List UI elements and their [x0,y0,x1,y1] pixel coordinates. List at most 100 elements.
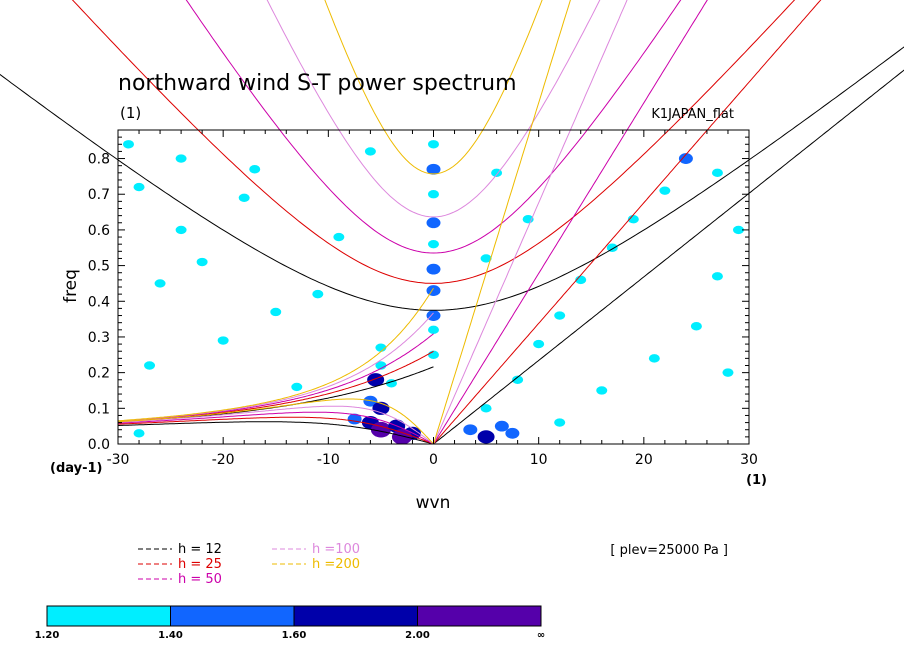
case-label: K1JAPAN_flat [651,107,734,122]
legend-label: h = 50 [178,572,222,587]
legend-label: h =100 [312,542,360,557]
axis-ticks [117,129,750,445]
contour-blob [375,361,387,370]
dispersion-curve [118,405,434,444]
contour-blob [426,310,441,321]
colorbar-label: 1.20 [35,630,60,641]
y-tick-label: 0.2 [88,366,110,382]
contour-blob [426,263,441,275]
contour-blob [596,386,608,395]
x-tick-label: -20 [212,452,235,468]
legend-label: h = 25 [178,557,222,572]
x-unit-label: (1) [746,473,767,488]
y-tick-label: 0.3 [88,330,110,346]
contour-blob [426,163,441,175]
contour-blob [480,254,492,263]
contour-blob [291,382,303,392]
x-tick-label: 0 [429,452,438,468]
colorbar-label: 1.60 [282,630,307,641]
colorbar-label: 1.40 [158,630,183,641]
colorbar: 1.20 1.40 1.60 2.00 ∞ [35,605,545,641]
contour-blob [333,232,345,242]
y-tick-label: 0.4 [88,294,110,310]
dispersion-curve [338,130,529,218]
y-axis-label: freq [61,269,81,303]
contour-blob [123,140,135,149]
contour-blob [533,339,545,349]
contour-blob [494,420,509,432]
contour-blob [711,272,723,281]
contour-blob [133,429,145,438]
contour-blob [463,424,478,436]
colorbar-cell [170,605,295,627]
y-tick-label: 0.7 [88,187,110,203]
chart-title: northward wind S-T power spectrum [118,71,517,96]
dispersion-curve [118,411,434,444]
y-tick-label: 0.6 [88,223,110,239]
contour-blob [659,186,671,195]
dispersion-curve [197,130,670,284]
contour-blob [270,307,282,317]
contour-blob [428,325,439,335]
dispersion-curves [118,130,749,444]
colorbar-label: ∞ [537,630,545,641]
y-tick-label: 0.0 [88,437,110,453]
legend-label: h =200 [312,557,360,572]
contour-blob [217,336,229,345]
contour-blob [627,215,639,224]
contour-blob [512,375,524,384]
x-axis-label: wvn [416,493,451,513]
power-contours [123,140,744,444]
contour-blob [370,421,391,438]
contour-blob [175,225,187,235]
contour-blob [367,373,385,387]
dispersion-curve [118,398,434,444]
colorbar-label: 2.00 [405,630,430,641]
contour-blob [426,217,441,229]
x-tick-label: 30 [740,452,758,468]
contour-blob [363,395,378,407]
dispersion-curve [433,192,749,444]
contour-blob [312,289,324,299]
contour-blob [711,168,723,178]
y-tick-label: 0.8 [88,152,110,168]
contour-blob [606,243,618,252]
x-tick-label: 20 [635,452,653,468]
contour-blob [554,418,566,427]
contour-blob [196,257,208,267]
colorbar-cell [46,605,171,627]
dispersion-curve [118,159,749,311]
x-tick-label: 10 [530,452,548,468]
contour-blob [428,140,439,149]
dispersion-curve [118,416,434,444]
contour-blob [426,285,441,296]
contour-blob [477,430,495,444]
colorbar-cell [417,605,542,627]
contour-blob [238,193,250,202]
contour-blob [133,182,145,192]
contour-blob [364,147,376,156]
y-tick-label: 0.5 [88,259,110,275]
dispersion-curve [433,130,709,444]
contour-blob [428,190,439,199]
plev-annotation: [ plev=25000 Pa ] [610,543,728,558]
x-tick-label: -10 [317,452,340,468]
contour-blob [732,225,744,235]
contour-blob [175,154,187,163]
dispersion-curve [383,130,484,175]
dispersion-curve [433,130,628,444]
axis-tick-labels: -30 -20 -10 0 10 20 30 0.0 0.1 0.2 0.3 0.4 0.5 0.6 0.7… [88,152,758,468]
legend-label: h = 12 [178,542,222,557]
contour-blob [249,165,261,174]
contour-blob [480,404,492,413]
contour-blob [154,279,166,288]
contour-blob [722,368,734,377]
contour-blob [391,429,412,444]
dispersion-curve [433,130,531,444]
contour-blob [144,361,156,370]
colorbar-cell [293,605,418,627]
x-tick-label: -30 [107,452,130,468]
dispersion-curve [118,421,434,444]
